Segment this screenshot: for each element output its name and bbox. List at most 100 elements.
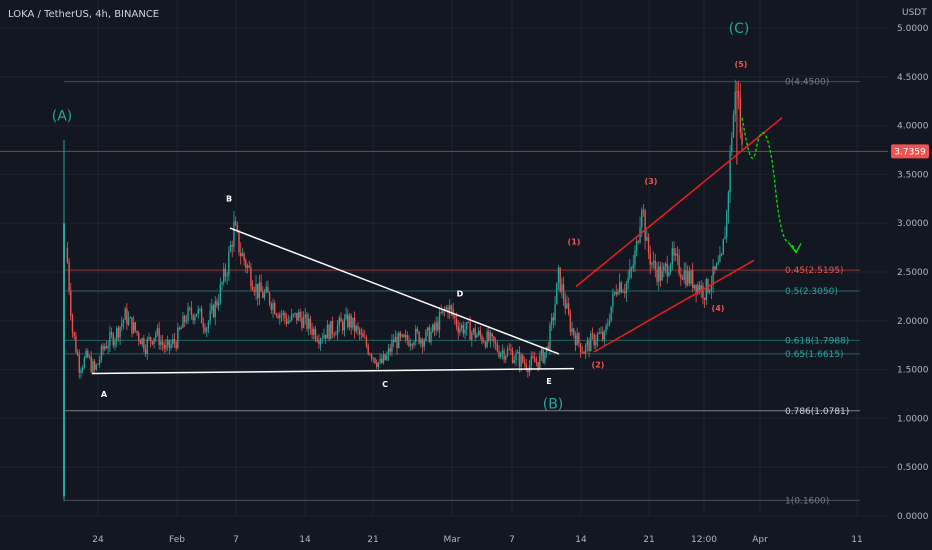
- candle-body: [484, 342, 487, 348]
- candle-body: [282, 312, 284, 316]
- candle-body: [600, 332, 602, 334]
- channel-lower-line: [593, 259, 755, 353]
- fib-level-label: 0.786(1.0781): [785, 407, 849, 417]
- candle-body: [353, 317, 356, 332]
- candle-body: [552, 317, 555, 321]
- candle-body: [114, 340, 116, 346]
- candle-body: [343, 318, 346, 331]
- candle-body: [583, 352, 585, 354]
- candle-body: [707, 278, 709, 293]
- candle-body: [214, 301, 216, 318]
- candle-body: [593, 334, 595, 346]
- candle-body: [697, 284, 699, 294]
- candle-body: [109, 332, 111, 346]
- candle-body: [675, 253, 677, 256]
- candle-body: [172, 339, 174, 345]
- candle-body: [104, 346, 106, 350]
- candle-body: [695, 284, 697, 294]
- candle-body: [595, 341, 597, 346]
- candle-body: [143, 338, 145, 350]
- candle-body: [409, 344, 412, 346]
- candle-body: [71, 315, 74, 333]
- x-tick-label: 21: [643, 535, 654, 545]
- candle-body: [714, 266, 716, 270]
- candle-body: [700, 285, 702, 293]
- candle-body: [253, 289, 256, 293]
- candle-body: [202, 323, 205, 328]
- candle-body: [236, 224, 239, 231]
- candle-body: [739, 97, 742, 133]
- candle-body: [423, 340, 425, 347]
- candle-body: [416, 328, 419, 332]
- candle-body: [277, 315, 279, 319]
- candle-body: [505, 355, 507, 360]
- candle-body: [727, 192, 730, 212]
- candle-body: [692, 270, 694, 289]
- candle-body: [530, 356, 532, 366]
- candle-body: [319, 339, 322, 345]
- candle-body: [97, 363, 99, 365]
- candle-body: [238, 230, 240, 253]
- x-tick-label: 14: [575, 535, 587, 545]
- candle-body: [544, 352, 546, 363]
- candle-body: [562, 284, 565, 300]
- candle-body: [341, 321, 344, 331]
- candle-body: [693, 284, 696, 289]
- candle-body: [369, 353, 371, 355]
- candle-body: [573, 328, 575, 336]
- candle-body: [221, 282, 223, 284]
- y-tick-label: 0.0000: [897, 512, 929, 522]
- candle-body: [426, 327, 429, 331]
- candle-body: [491, 333, 493, 337]
- candle-body: [712, 266, 714, 285]
- candle-body: [398, 332, 400, 349]
- candle-body: [477, 330, 480, 335]
- wave-label: (3): [645, 177, 658, 186]
- candle-body: [513, 360, 516, 363]
- candle-body: [732, 114, 735, 138]
- candle-body: [532, 356, 534, 358]
- y-tick-label: 0.5000: [897, 463, 929, 473]
- candle-body: [156, 328, 159, 334]
- candle-body: [241, 253, 244, 257]
- candle-body: [688, 271, 691, 284]
- candle-body: [719, 254, 721, 263]
- candle-body: [506, 348, 509, 356]
- candle-body: [274, 303, 276, 314]
- candle-body: [381, 358, 383, 363]
- candle-body: [370, 354, 373, 359]
- candle-body: [680, 274, 682, 278]
- candle-body: [240, 252, 242, 257]
- candle-body: [151, 341, 154, 345]
- candle-body: [66, 247, 69, 263]
- candle-body: [190, 308, 193, 315]
- candle-body: [233, 221, 235, 247]
- candle-body: [603, 331, 606, 340]
- candle-body: [586, 340, 589, 345]
- candle-body: [219, 283, 222, 303]
- candle-body: [598, 333, 600, 334]
- candle-body: [630, 268, 633, 270]
- candle-body: [224, 268, 227, 277]
- candle-body: [571, 328, 573, 332]
- candle-body: [415, 328, 417, 343]
- candle-body: [401, 334, 403, 337]
- x-tick-label: 24: [92, 535, 104, 545]
- candle-body: [564, 299, 566, 309]
- candle-body: [624, 291, 626, 294]
- fib-level-label: 0.618(1.7988): [785, 336, 849, 346]
- candle-body: [245, 260, 247, 268]
- candle-body: [199, 308, 201, 310]
- x-tick-label: 7: [509, 535, 515, 545]
- candle-body: [216, 301, 218, 306]
- candle-body: [433, 324, 436, 331]
- candle-body: [479, 330, 482, 336]
- candle-body: [243, 253, 245, 261]
- y-tick-label: 3.5000: [897, 170, 929, 180]
- candle-body: [148, 337, 150, 339]
- candle-body: [348, 315, 351, 328]
- candle-body: [607, 324, 609, 326]
- x-tick-label: 21: [367, 535, 378, 545]
